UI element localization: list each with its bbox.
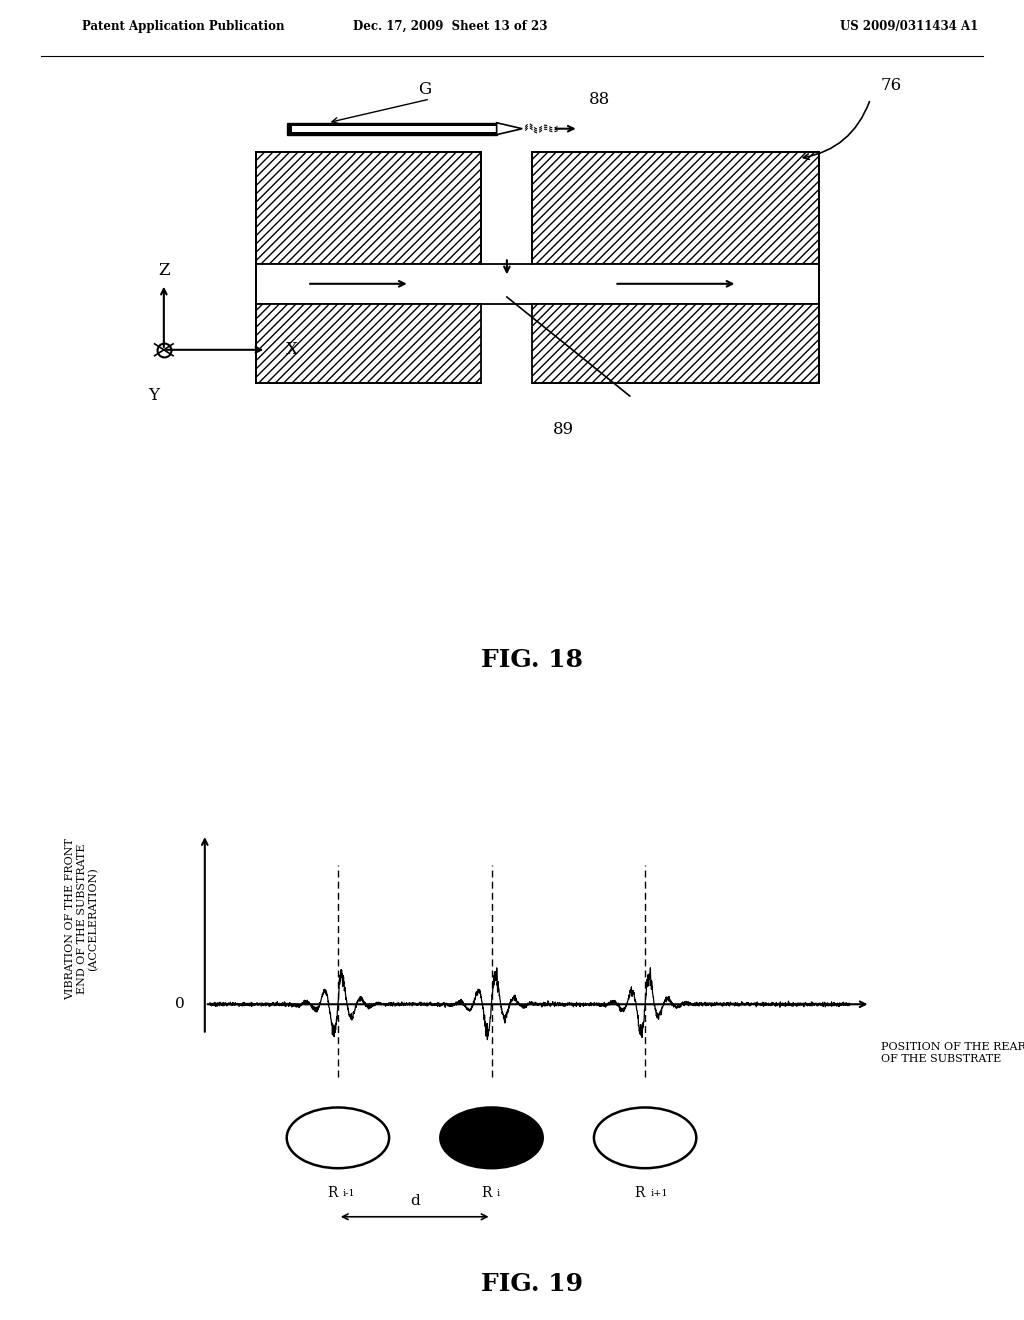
Text: VIBRATION OF THE FRONT
END OF THE SUBSTRATE
(ACCELERATION): VIBRATION OF THE FRONT END OF THE SUBSTR… bbox=[66, 838, 98, 1001]
Text: Z: Z bbox=[158, 263, 170, 279]
Text: 89: 89 bbox=[553, 421, 573, 437]
Circle shape bbox=[440, 1107, 543, 1168]
Text: i: i bbox=[497, 1189, 500, 1199]
Bar bbox=[532, 304, 819, 383]
Bar bbox=[256, 264, 819, 304]
Text: R: R bbox=[481, 1187, 492, 1200]
Text: R: R bbox=[635, 1187, 645, 1200]
Bar bbox=[292, 125, 497, 132]
Text: i-1: i-1 bbox=[343, 1189, 355, 1199]
Text: i+1: i+1 bbox=[650, 1189, 668, 1199]
Bar bbox=[287, 123, 497, 135]
Text: 0: 0 bbox=[174, 997, 184, 1011]
Text: POSITION OF THE REAR END
OF THE SUBSTRATE: POSITION OF THE REAR END OF THE SUBSTRAT… bbox=[881, 1041, 1024, 1064]
Text: 88: 88 bbox=[589, 91, 609, 107]
Text: d: d bbox=[410, 1193, 420, 1208]
Text: US 2009/0311434 A1: US 2009/0311434 A1 bbox=[840, 20, 978, 33]
Text: Dec. 17, 2009  Sheet 13 of 23: Dec. 17, 2009 Sheet 13 of 23 bbox=[353, 20, 548, 33]
Bar bbox=[256, 152, 481, 264]
Text: X: X bbox=[286, 342, 298, 358]
Bar bbox=[256, 304, 481, 383]
Text: Patent Application Publication: Patent Application Publication bbox=[82, 20, 285, 33]
Text: G: G bbox=[419, 81, 431, 98]
Text: 76: 76 bbox=[881, 78, 901, 94]
Text: FIG. 19: FIG. 19 bbox=[481, 1271, 584, 1295]
Text: Y: Y bbox=[148, 388, 159, 404]
Text: R: R bbox=[328, 1187, 338, 1200]
Bar bbox=[532, 152, 819, 264]
Text: FIG. 18: FIG. 18 bbox=[481, 648, 584, 672]
Polygon shape bbox=[497, 123, 522, 135]
